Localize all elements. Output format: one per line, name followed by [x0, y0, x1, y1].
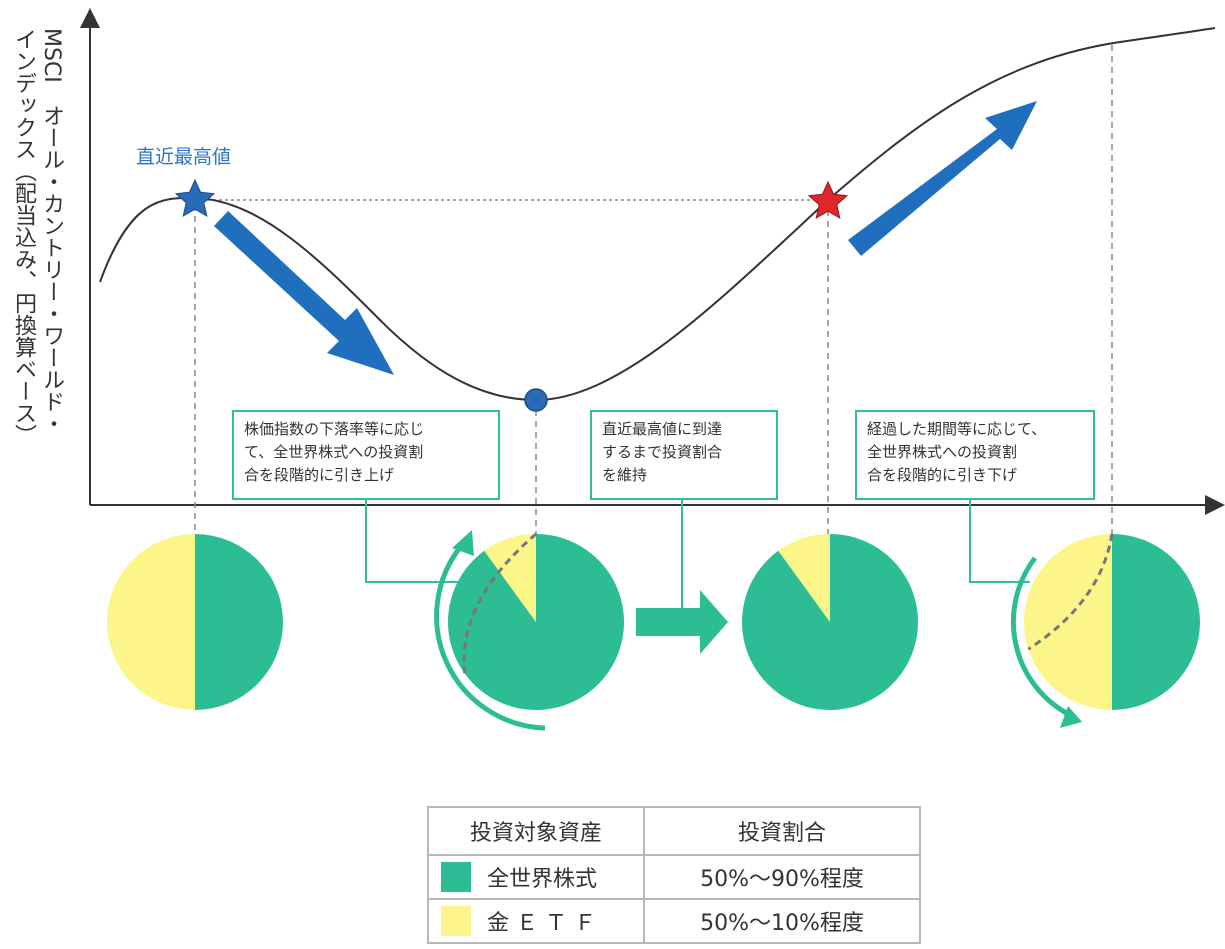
gold-swatch	[441, 906, 471, 936]
legend-asset-cell: 全世界株式	[427, 854, 645, 900]
legend-asset-gold: 金 Ｅ Ｔ Ｆ	[487, 911, 596, 936]
pie-2-previous-split-line	[462, 532, 537, 674]
legend-header-asset: 投資対象資産	[427, 806, 645, 856]
pie-4-previous-split-line	[1027, 533, 1114, 651]
legend-ratio-gold: 50%～10%程度	[643, 898, 921, 944]
pie-1-equity-slice	[195, 534, 283, 710]
equity-swatch	[441, 862, 471, 892]
pie-3-gold-slice	[778, 534, 830, 622]
legend-asset-cell: 金 Ｅ Ｔ Ｆ	[427, 898, 645, 944]
peak-label: 直近最高値	[136, 146, 232, 168]
peak-star-icon	[174, 178, 216, 218]
pie-2-equity-slice	[448, 534, 625, 710]
y-axis-label-line2: インデックス（配当込み、円換算ベース）	[11, 28, 36, 446]
legend-header-ratio: 投資割合	[643, 806, 921, 856]
pie-3-equity-slice	[742, 534, 919, 710]
pie-1-gold-slice	[106, 534, 195, 710]
pie-4-gold-slice	[1023, 534, 1112, 710]
maintain-arrow-icon	[636, 590, 728, 654]
callout-connector-1	[365, 500, 470, 583]
rotate-arrow-increase-head-icon	[452, 530, 474, 556]
legend-row-equity: 全世界株式 50%～90%程度	[427, 854, 921, 900]
rotate-arrow-decrease-icon	[1010, 556, 1072, 718]
y-axis-label-line1: MSCI オール・カントリー・ワールド・	[39, 28, 64, 435]
index-curve	[99, 27, 1216, 402]
rotate-arrow-increase-icon	[434, 543, 546, 731]
recovery-star-icon	[807, 180, 849, 220]
pie-2-gold-slice	[484, 534, 536, 622]
callout-decrease: 経過した期間等に応じて、 全世界株式への投資割 合を段階的に引き下げ	[855, 410, 1095, 500]
legend-header-row: 投資対象資産 投資割合	[427, 806, 921, 856]
callout-increase: 株価指数の下落率等に応じ て、全世界株式への投資割 合を段階的に引き上げ	[232, 410, 500, 500]
legend-row-gold: 金 Ｅ Ｔ Ｆ 50%～10%程度	[427, 898, 921, 944]
down-trend-arrow	[214, 211, 394, 375]
allocation-legend-table: 投資対象資産 投資割合 全世界株式 50%～90%程度 金 Ｅ Ｔ Ｆ 50%～…	[427, 806, 921, 944]
callout-connector-3	[969, 500, 1030, 583]
legend-asset-equity: 全世界株式	[487, 867, 598, 892]
up-trend-arrow-left	[848, 101, 1037, 256]
legend-ratio-equity: 50%～90%程度	[643, 854, 921, 900]
trough-dot-icon	[524, 388, 548, 412]
callout-maintain: 直近最高値に到達 するまで投資割合 を維持	[590, 410, 778, 500]
pie-4-equity-slice	[1112, 534, 1200, 710]
allocation-pies	[106, 532, 1200, 710]
rotate-arrow-decrease-head-icon	[1060, 706, 1082, 728]
